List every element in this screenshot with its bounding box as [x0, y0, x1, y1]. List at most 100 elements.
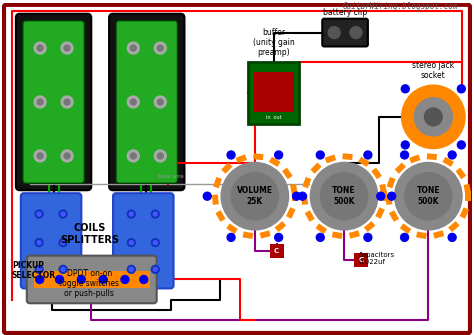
Circle shape — [153, 212, 157, 216]
Circle shape — [401, 85, 465, 149]
Circle shape — [157, 99, 163, 105]
Circle shape — [472, 192, 474, 200]
FancyBboxPatch shape — [116, 21, 177, 183]
Circle shape — [227, 151, 235, 159]
Text: C: C — [358, 257, 364, 263]
Circle shape — [64, 45, 70, 51]
Text: stereo jack
socket: stereo jack socket — [412, 61, 455, 80]
FancyBboxPatch shape — [27, 256, 157, 303]
Text: TONE
500K: TONE 500K — [332, 187, 356, 206]
Circle shape — [129, 241, 133, 245]
FancyBboxPatch shape — [109, 14, 184, 190]
Bar — [325, 154, 336, 163]
Circle shape — [299, 192, 306, 200]
Circle shape — [155, 150, 166, 162]
Bar — [459, 207, 469, 219]
Circle shape — [151, 210, 159, 218]
Circle shape — [155, 96, 166, 108]
Circle shape — [320, 173, 368, 220]
Circle shape — [34, 42, 46, 54]
Circle shape — [153, 241, 157, 245]
Circle shape — [231, 173, 278, 220]
Bar — [274, 221, 286, 232]
Bar — [381, 191, 387, 201]
Circle shape — [292, 192, 301, 200]
Circle shape — [151, 239, 159, 247]
Circle shape — [34, 96, 46, 108]
Circle shape — [128, 210, 135, 218]
Circle shape — [395, 162, 462, 230]
Circle shape — [128, 239, 135, 247]
Circle shape — [129, 212, 133, 216]
Bar — [269, 157, 281, 167]
Circle shape — [130, 153, 136, 159]
Bar — [332, 231, 343, 239]
Circle shape — [128, 96, 139, 108]
Circle shape — [274, 151, 283, 159]
Circle shape — [77, 275, 85, 283]
Circle shape — [350, 27, 362, 39]
Bar — [385, 194, 392, 205]
Circle shape — [310, 162, 378, 230]
Circle shape — [401, 141, 409, 149]
Bar — [433, 230, 444, 239]
Bar — [286, 207, 296, 219]
Bar — [427, 153, 437, 160]
Circle shape — [128, 150, 139, 162]
Circle shape — [36, 275, 44, 283]
Circle shape — [37, 241, 41, 245]
Circle shape — [364, 233, 372, 242]
Bar — [416, 231, 427, 239]
Text: PICKUP
SELECTOR: PICKUP SELECTOR — [12, 261, 56, 280]
Circle shape — [448, 151, 456, 159]
Text: VOLUME
25K: VOLUME 25K — [237, 187, 273, 206]
Bar — [342, 153, 353, 160]
Bar — [305, 210, 315, 222]
Circle shape — [35, 265, 43, 273]
Bar — [358, 157, 370, 167]
FancyBboxPatch shape — [23, 21, 84, 183]
Bar — [387, 177, 396, 188]
Circle shape — [401, 85, 409, 93]
Circle shape — [140, 275, 148, 283]
Circle shape — [130, 99, 136, 105]
Text: TONE
500K: TONE 500K — [417, 187, 440, 206]
Circle shape — [151, 265, 159, 273]
Circle shape — [128, 265, 135, 273]
Circle shape — [130, 45, 136, 51]
Circle shape — [157, 45, 163, 51]
Bar — [221, 162, 232, 174]
Bar — [354, 253, 368, 267]
Circle shape — [35, 210, 43, 218]
Bar — [349, 230, 360, 239]
Circle shape — [405, 173, 452, 220]
Circle shape — [34, 150, 46, 162]
Circle shape — [61, 241, 65, 245]
Bar — [371, 168, 382, 179]
Bar — [375, 207, 385, 219]
Bar — [465, 191, 471, 201]
Text: DPDT on-on
toggle switches
or push-pulls: DPDT on-on toggle switches or push-pulls — [59, 269, 119, 298]
Bar — [442, 157, 454, 167]
Bar — [282, 168, 292, 179]
FancyBboxPatch shape — [322, 19, 368, 47]
Bar — [409, 154, 420, 163]
Bar — [270, 244, 283, 258]
Bar — [34, 271, 150, 288]
Bar — [364, 221, 375, 232]
Text: buffer
(unity gain
preamp): buffer (unity gain preamp) — [253, 27, 294, 57]
Circle shape — [61, 212, 65, 216]
Bar — [310, 162, 322, 174]
Bar — [260, 230, 271, 239]
Circle shape — [401, 151, 409, 159]
Circle shape — [155, 42, 166, 54]
Circle shape — [414, 98, 452, 136]
Circle shape — [59, 265, 67, 273]
Bar — [254, 72, 293, 112]
Bar — [213, 177, 222, 188]
Circle shape — [55, 275, 64, 283]
FancyBboxPatch shape — [113, 193, 173, 288]
Bar — [302, 177, 311, 188]
Circle shape — [316, 151, 324, 159]
Circle shape — [129, 267, 133, 271]
